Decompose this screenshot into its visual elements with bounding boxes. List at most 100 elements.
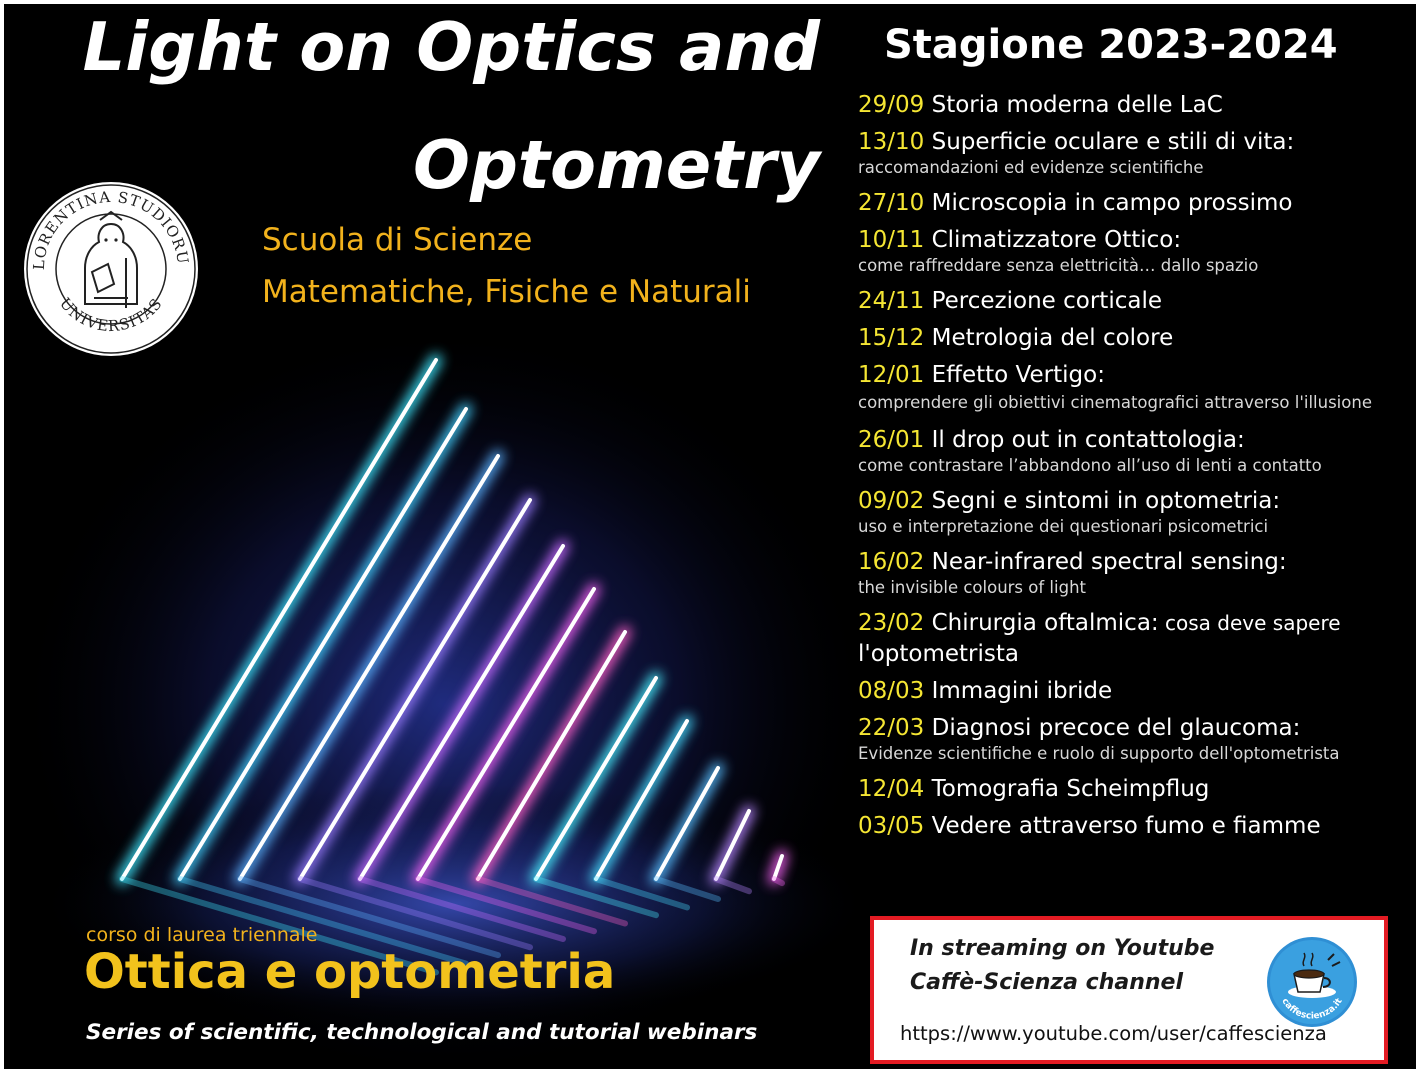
neon-line-reflection (297, 876, 533, 951)
event-title: Storia moderna delle LaC (931, 92, 1223, 118)
streaming-line-1: In streaming on Youtube (910, 936, 1215, 961)
event-subtitle: the invisible colours of light (858, 578, 1086, 597)
event-item: 29/09 Storia moderna delle LaC (858, 92, 1416, 119)
neon-line (654, 766, 720, 881)
event-title: Immagini ibride (931, 678, 1113, 704)
event-main-line: 03/05 Vedere attraverso fumo e fiamme (858, 813, 1416, 840)
event-title: Il drop out in contattologia: (931, 427, 1245, 453)
event-main-line: 13/10 Superficie oculare e stili di vita… (858, 129, 1416, 156)
streaming-line-2: Caffè-Scienza channel (910, 970, 1184, 995)
event-item: 24/11 Percezione corticale (858, 288, 1416, 315)
neon-line-reflection (415, 876, 597, 935)
degree-name: Ottica e optometria (84, 944, 616, 1000)
event-title: Chirurgia oftalmica: (931, 610, 1159, 636)
neon-line-reflection (357, 876, 566, 942)
school-line-2: Matematiche, Fisiche e Naturali (262, 274, 751, 310)
neon-line (358, 544, 565, 881)
event-item: 12/01 Effetto Vertigo: comprendere gli ob… (858, 362, 1416, 417)
event-item: 23/02 Chirurgia oftalmica: cosa deve sap… (858, 610, 1416, 668)
event-schedule: 29/09 Storia moderna delle LaC 13/10 Supe… (858, 82, 1416, 840)
event-item: 12/04 Tomografia Scheimpflug (858, 776, 1416, 803)
event-main-line: 27/10 Microscopia in campo prossimo (858, 190, 1416, 217)
neon-line-reflection (713, 876, 752, 895)
neon-line-reflection (593, 876, 690, 911)
coffee-cup-icon[interactable]: caffescienza.it (1266, 936, 1358, 1028)
series-description: Series of scientific, technological and … (86, 1020, 758, 1045)
event-main-line: 22/03 Diagnosi precoce del glaucoma: (858, 715, 1416, 742)
neon-line (534, 676, 658, 881)
neon-line-reflection (177, 876, 469, 967)
event-item: 27/10 Microscopia in campo prossimo (858, 190, 1416, 217)
event-title: Near-infrared spectral sensing: (931, 549, 1287, 575)
neon-line (416, 587, 596, 881)
event-main-line: 10/11 Climatizzatore Ottico: (858, 227, 1416, 254)
event-item: 09/02 Segni e sintomi in optometria: uso … (858, 488, 1416, 539)
event-subtitle: uso e interpretazione dei questionari ps… (858, 517, 1269, 536)
neon-line (594, 719, 689, 881)
neon-line-reflection (119, 876, 439, 976)
event-date: 12/04 (858, 776, 925, 802)
event-title: Superficie oculare e stili di vita: (931, 129, 1295, 155)
event-date: 15/12 (858, 325, 925, 351)
neon-line (178, 407, 468, 881)
event-item: 13/10 Superficie oculare e stili di vita… (858, 129, 1416, 180)
event-date: 13/10 (858, 129, 925, 155)
event-date: 16/02 (858, 549, 925, 575)
event-item: 26/01 Il drop out in contattologia: come … (858, 427, 1416, 478)
neon-line (772, 854, 784, 881)
event-subtitle: come contrastare l’abbandono all’uso di … (858, 456, 1322, 475)
event-item: 10/11 Climatizzatore Ottico: come raffred… (858, 227, 1416, 278)
event-title: Climatizzatore Ottico: (931, 227, 1182, 253)
neon-line-reflection (653, 876, 721, 902)
event-main-line: 12/04 Tomografia Scheimpflug (858, 776, 1416, 803)
event-subtitle: comprendere gli obiettivi cinematografic… (858, 393, 1372, 412)
neon-line (238, 454, 500, 881)
event-date: 12/01 (858, 362, 925, 388)
event-main-line: 23/02 Chirurgia oftalmica: cosa deve sap… (858, 610, 1416, 637)
event-main-line: 15/12 Metrologia del colore (858, 325, 1416, 352)
event-title-continuation: l'optometrista (858, 641, 1019, 667)
event-date: 27/10 (858, 190, 925, 216)
youtube-channel-link[interactable]: https://www.youtube.com/user/caffescienz… (900, 1022, 1327, 1045)
event-main-line: 09/02 Segni e sintomi in optometria: (858, 488, 1416, 515)
title-line-2: Optometry (413, 126, 820, 204)
neon-line (714, 809, 751, 881)
season-title: Stagione 2023-2024 (884, 22, 1338, 68)
event-title: Microscopia in campo prossimo (931, 190, 1293, 216)
neon-line-reflection (771, 876, 785, 887)
event-title: Segni e sintomi in optometria: (931, 488, 1281, 514)
event-date: 23/02 (858, 610, 925, 636)
event-date: 22/03 (858, 715, 925, 741)
event-date: 03/05 (858, 813, 925, 839)
event-item: 22/03 Diagnosi precoce del glaucoma: Evid… (858, 715, 1416, 766)
event-title: Vedere attraverso fumo e fiamme (931, 813, 1321, 839)
poster: Light on Optics and Optometry FLORENTINA… (4, 4, 1416, 1069)
streaming-box: In streaming on Youtube Caffè-Scienza ch… (870, 916, 1388, 1064)
event-subtitle: Evidenze scientifiche e ruolo di support… (858, 744, 1340, 763)
event-main-line: 24/11 Percezione corticale (858, 288, 1416, 315)
event-main-line: 12/01 Effetto Vertigo: (858, 362, 1416, 389)
event-date: 08/03 (858, 678, 925, 704)
event-title: Percezione corticale (931, 288, 1162, 314)
degree-label: corso di laurea triennale (86, 924, 318, 946)
event-date: 10/11 (858, 227, 925, 253)
neon-line-reflection (237, 876, 501, 959)
event-item: 08/03 Immagini ibride (858, 678, 1416, 705)
event-title: Tomografia Scheimpflug (931, 776, 1210, 802)
event-date: 09/02 (858, 488, 925, 514)
event-title: Diagnosi precoce del glaucoma: (931, 715, 1301, 741)
university-seal-icon: FLORENTINA STUDIORUM UNIVERSITAS (22, 180, 198, 356)
event-item: 03/05 Vedere attraverso fumo e fiamme (858, 813, 1416, 840)
event-subtitle: raccomandazioni ed evidenze scientifiche (858, 158, 1204, 177)
event-title: Metrologia del colore (931, 325, 1174, 351)
event-title: Effetto Vertigo: (931, 362, 1105, 388)
event-main-line: 26/01 Il drop out in contattologia: (858, 427, 1416, 454)
neon-line (298, 498, 532, 881)
neon-line-reflection (475, 876, 628, 927)
event-item: 15/12 Metrologia del colore (858, 325, 1416, 352)
event-date: 24/11 (858, 288, 925, 314)
event-title-inline: cosa deve sapere (1158, 611, 1341, 635)
event-date: 29/09 (858, 92, 925, 118)
event-date: 26/01 (858, 427, 925, 453)
school-line-1: Scuola di Scienze (262, 222, 533, 258)
